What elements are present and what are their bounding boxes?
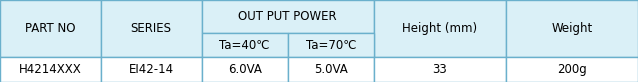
Text: 6.0VA: 6.0VA [228, 63, 262, 76]
Bar [202, 0, 374, 33]
Text: Ta=40℃: Ta=40℃ [219, 39, 270, 52]
Bar [202, 33, 288, 57]
Bar [101, 57, 202, 82]
Bar [288, 33, 374, 57]
Bar [202, 57, 288, 82]
Bar [506, 57, 638, 82]
Text: OUT PUT POWER: OUT PUT POWER [239, 10, 337, 23]
Bar [506, 0, 638, 57]
Bar [374, 57, 506, 82]
Text: EI42-14: EI42-14 [129, 63, 174, 76]
Text: H4214XXX: H4214XXX [19, 63, 82, 76]
Text: Height (mm): Height (mm) [403, 22, 477, 35]
Text: SERIES: SERIES [131, 22, 172, 35]
Bar [374, 0, 506, 57]
Text: 200g: 200g [557, 63, 587, 76]
Bar [0, 0, 101, 57]
Bar [0, 57, 101, 82]
Bar [288, 57, 374, 82]
Bar [101, 0, 202, 57]
Text: Ta=70℃: Ta=70℃ [306, 39, 356, 52]
Text: PART NO: PART NO [25, 22, 76, 35]
Text: 5.0VA: 5.0VA [314, 63, 348, 76]
Text: Weight: Weight [551, 22, 593, 35]
Text: 33: 33 [433, 63, 447, 76]
